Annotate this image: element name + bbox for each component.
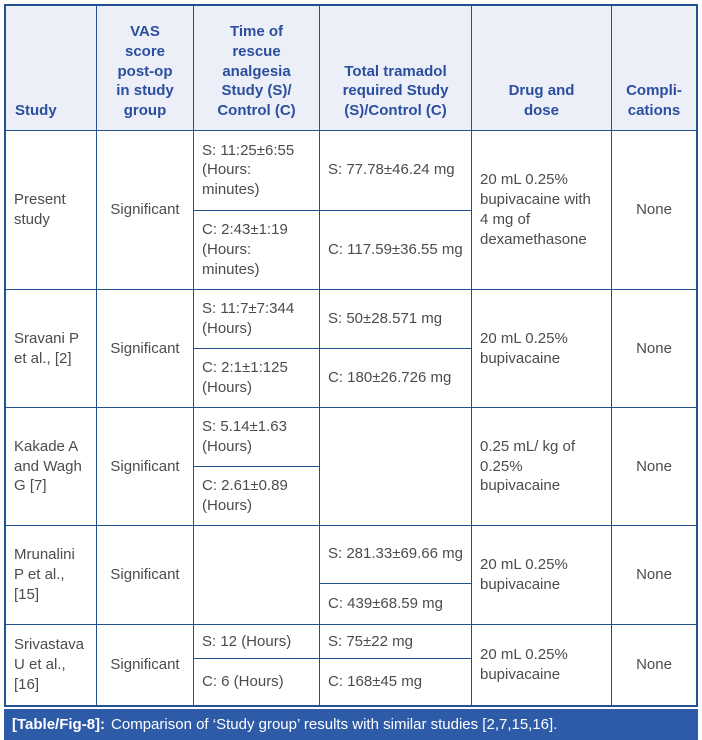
rescue-time-study-value: S: 12 (Hours) xyxy=(202,632,292,650)
table-row-present-study: Present study Significant S: 11:25±6:55 … xyxy=(6,130,696,289)
complications-cell: None xyxy=(611,290,696,407)
col-header-rescue-time: Time of rescue analgesia Study (S)/ Cont… xyxy=(193,6,319,130)
tramadol-study-value: S: 281.33±69.66 mg xyxy=(328,545,463,563)
rescue-time-study-value: S: 11:7±7:344 (Hours) xyxy=(202,300,295,337)
comparison-table: Study VAS score post-op in study group T… xyxy=(4,4,698,707)
rescue-time-study-value: S: 11:25±6:55 (Hours: minutes) xyxy=(202,141,295,199)
tramadol-control-value: C: 180±26.726 mg xyxy=(320,348,471,407)
rescue-time-control-value: C: 6 (Hours) xyxy=(194,658,319,705)
study-cell: Mrunalini P et al., [15] xyxy=(14,546,75,603)
study-cell: Srivastava U et al., [16] xyxy=(14,636,85,693)
rescue-time-study-value: S: 5.14±1.63 (Hours) xyxy=(202,418,287,455)
col-header-drug-dose-label: Drug and dose xyxy=(508,82,575,120)
table-caption-label: [Table/Fig-8]: xyxy=(12,716,106,733)
study-cell: Present study xyxy=(14,191,66,228)
drug-dose-cell: 20 mL 0.25% bupivacaine xyxy=(471,625,611,705)
vas-cell: Significant xyxy=(96,625,193,705)
drug-dose-cell: 0.25 mL/ kg of 0.25% bupivacaine xyxy=(471,408,611,525)
tramadol-control-value: C: 117.59±36.55 mg xyxy=(320,209,471,290)
vas-cell: Significant xyxy=(96,290,193,407)
drug-dose-cell: 20 mL 0.25% bupivacaine xyxy=(471,290,611,407)
table-caption-text: Comparison of ‘Study group’ results with… xyxy=(111,716,558,733)
tramadol-study-value: S: 50±28.571 mg xyxy=(328,310,443,328)
complications-cell: None xyxy=(611,526,696,624)
tramadol-cell: S: 75±22 mg C: 168±45 mg xyxy=(319,625,471,705)
tramadol-study-value: S: 77.78±46.24 mg xyxy=(328,161,455,179)
tramadol-study-value: S: 75±22 mg xyxy=(328,632,413,650)
col-header-study-label: Study xyxy=(15,102,57,120)
tramadol-control-value: C: 439±68.59 mg xyxy=(320,582,471,624)
table-row-sravani: Sravani P et al., [2] Significant S: 11:… xyxy=(6,289,696,407)
rescue-time-cell: S: 5.14±1.63 (Hours) C: 2.61±0.89 (Hours… xyxy=(193,408,319,525)
rescue-time-cell: S: 11:7±7:344 (Hours) C: 2:1±1:125 (Hour… xyxy=(193,290,319,407)
col-header-tramadol-label: Total tramadol required Study (S)/Contro… xyxy=(342,62,449,120)
vas-cell: Significant xyxy=(96,408,193,525)
col-header-complications-label: Compli-cations xyxy=(626,82,682,120)
tramadol-cell: S: 50±28.571 mg C: 180±26.726 mg xyxy=(319,290,471,407)
drug-dose-cell: 20 mL 0.25% bupivacaine xyxy=(471,526,611,624)
table-caption: [Table/Fig-8]: Comparison of ‘Study grou… xyxy=(4,709,698,740)
study-cell: Kakade A and Wagh G [7] xyxy=(14,437,82,495)
study-cell: Sravani P et al., [2] xyxy=(14,329,79,367)
col-header-study: Study xyxy=(6,6,96,130)
tramadol-control-value: C: 168±45 mg xyxy=(320,658,471,705)
vas-cell: Significant xyxy=(96,526,193,624)
complications-cell: None xyxy=(611,131,696,289)
table-row-srivastava: Srivastava U et al., [16] Significant S:… xyxy=(6,624,696,705)
rescue-time-cell-empty xyxy=(193,526,319,624)
tramadol-cell-empty xyxy=(319,408,471,525)
col-header-vas-score: VAS score post-op in study group xyxy=(96,6,193,130)
col-header-rescue-time-label: Time of rescue analgesia Study (S)/ Cont… xyxy=(217,23,296,120)
col-header-complications: Compli-cations xyxy=(611,6,696,130)
col-header-tramadol: Total tramadol required Study (S)/Contro… xyxy=(319,6,471,130)
rescue-time-control-value: C: 2.61±0.89 (Hours) xyxy=(194,466,319,525)
complications-cell: None xyxy=(611,625,696,705)
rescue-time-cell: S: 12 (Hours) C: 6 (Hours) xyxy=(193,625,319,705)
tramadol-cell: S: 77.78±46.24 mg C: 117.59±36.55 mg xyxy=(319,131,471,289)
tramadol-cell: S: 281.33±69.66 mg C: 439±68.59 mg xyxy=(319,526,471,624)
vas-cell: Significant xyxy=(96,131,193,289)
rescue-time-control-value: C: 2:43±1:19 (Hours: minutes) xyxy=(194,209,319,290)
drug-dose-cell: 20 mL 0.25% bupivacaine with 4 mg of dex… xyxy=(471,131,611,289)
table-row-kakade: Kakade A and Wagh G [7] Significant S: 5… xyxy=(6,407,696,525)
col-header-vas-score-label: VAS score post-op in study group xyxy=(116,23,174,120)
col-header-drug-dose: Drug and dose xyxy=(471,6,611,130)
rescue-time-cell: S: 11:25±6:55 (Hours: minutes) C: 2:43±1… xyxy=(193,131,319,289)
header-row: Study VAS score post-op in study group T… xyxy=(6,6,696,130)
table-row-mrunalini: Mrunalini P et al., [15] Significant S: … xyxy=(6,525,696,624)
rescue-time-control-value: C: 2:1±1:125 (Hours) xyxy=(194,348,319,407)
complications-cell: None xyxy=(611,408,696,525)
